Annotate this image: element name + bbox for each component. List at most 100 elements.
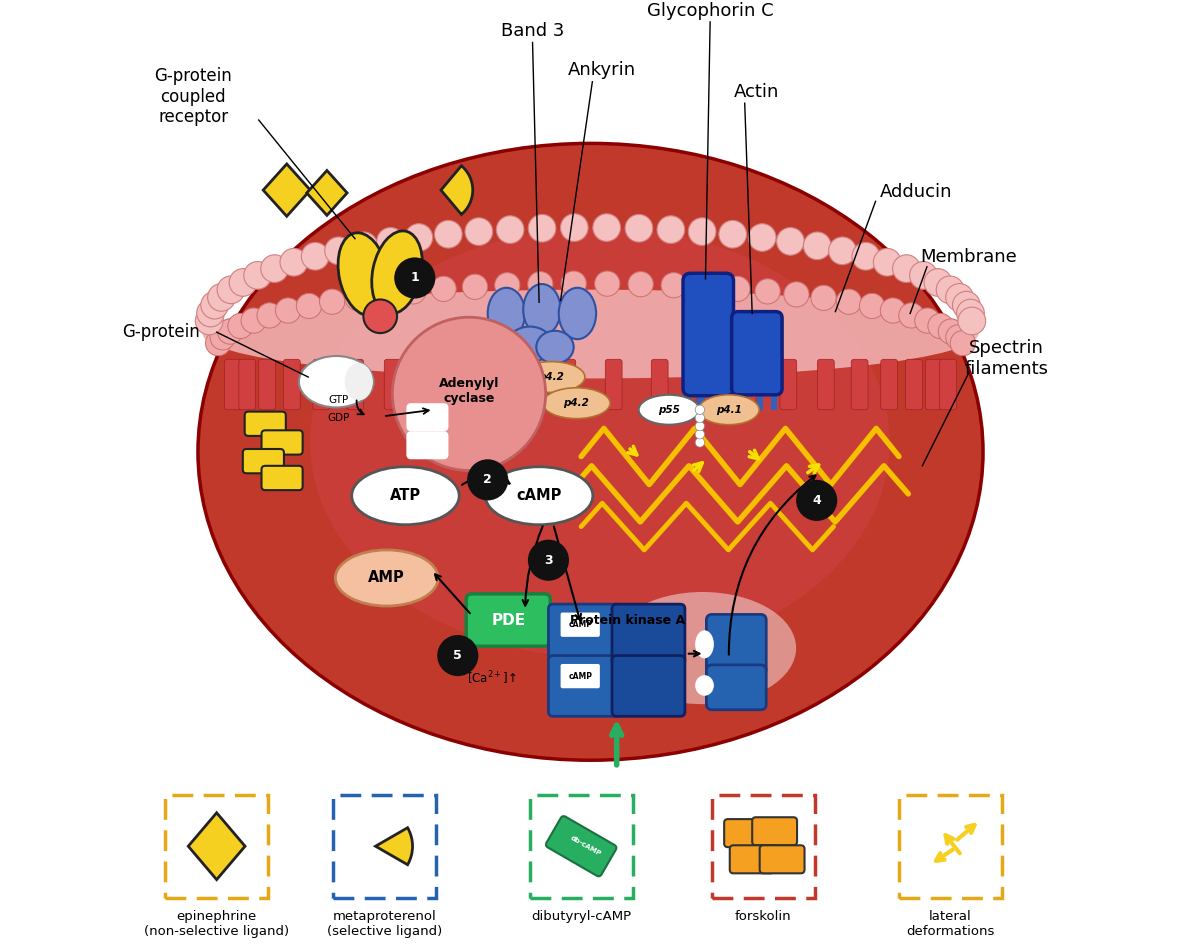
FancyBboxPatch shape — [612, 655, 685, 716]
Ellipse shape — [559, 288, 596, 339]
Circle shape — [657, 216, 685, 244]
Circle shape — [345, 285, 370, 311]
Circle shape — [528, 272, 553, 296]
Circle shape — [755, 278, 781, 304]
FancyBboxPatch shape — [468, 360, 485, 410]
Text: Ankyrin: Ankyrin — [568, 61, 635, 79]
FancyBboxPatch shape — [513, 360, 530, 410]
Ellipse shape — [311, 228, 889, 657]
FancyBboxPatch shape — [239, 360, 255, 410]
FancyBboxPatch shape — [881, 360, 898, 410]
Circle shape — [372, 281, 397, 307]
Circle shape — [696, 413, 705, 423]
FancyBboxPatch shape — [731, 312, 782, 395]
FancyBboxPatch shape — [559, 360, 575, 410]
FancyBboxPatch shape — [852, 360, 868, 410]
Text: Spectrin
filaments: Spectrin filaments — [965, 339, 1049, 378]
Text: GTP: GTP — [328, 396, 348, 405]
Ellipse shape — [198, 143, 983, 760]
Circle shape — [431, 277, 456, 301]
FancyBboxPatch shape — [651, 360, 668, 410]
Text: 3: 3 — [544, 554, 553, 566]
Text: cAMP: cAMP — [568, 620, 592, 630]
Circle shape — [528, 214, 556, 242]
Circle shape — [749, 224, 776, 251]
Text: epinephrine
(non-selective ligand): epinephrine (non-selective ligand) — [144, 910, 289, 937]
Circle shape — [465, 218, 492, 245]
Circle shape — [495, 273, 520, 297]
Ellipse shape — [338, 233, 389, 315]
Circle shape — [719, 220, 746, 248]
Circle shape — [325, 237, 352, 264]
Text: db-cAMP: db-cAMP — [569, 834, 602, 857]
Circle shape — [946, 325, 971, 350]
FancyBboxPatch shape — [561, 664, 600, 688]
Ellipse shape — [543, 388, 611, 418]
Circle shape — [468, 460, 508, 500]
Circle shape — [350, 232, 378, 260]
Circle shape — [938, 319, 964, 345]
FancyBboxPatch shape — [683, 274, 733, 396]
Ellipse shape — [299, 356, 373, 408]
Circle shape — [696, 405, 705, 414]
Polygon shape — [188, 813, 244, 880]
FancyBboxPatch shape — [612, 604, 685, 665]
Bar — [165, 795, 268, 898]
Circle shape — [661, 273, 686, 297]
Bar — [697, 380, 705, 407]
Text: metaproterenol
(selective ligand): metaproterenol (selective ligand) — [327, 910, 443, 937]
Circle shape — [893, 255, 920, 282]
Wedge shape — [441, 166, 472, 214]
Text: Membrane: Membrane — [921, 248, 1017, 266]
Circle shape — [208, 283, 235, 312]
Ellipse shape — [203, 290, 978, 379]
FancyBboxPatch shape — [406, 431, 449, 460]
Ellipse shape — [609, 592, 796, 704]
Circle shape — [784, 281, 809, 307]
FancyBboxPatch shape — [283, 360, 300, 410]
FancyBboxPatch shape — [696, 360, 713, 410]
Circle shape — [364, 299, 397, 333]
Ellipse shape — [698, 395, 759, 425]
Circle shape — [803, 232, 831, 260]
Bar — [712, 380, 719, 407]
Circle shape — [320, 289, 345, 314]
FancyBboxPatch shape — [724, 819, 769, 847]
Text: Adenylyl
cyclase: Adenylyl cyclase — [439, 377, 500, 405]
Circle shape — [377, 228, 404, 255]
FancyBboxPatch shape — [940, 360, 957, 410]
Polygon shape — [263, 164, 311, 216]
Text: ATP: ATP — [390, 488, 420, 503]
Ellipse shape — [696, 631, 713, 658]
Circle shape — [595, 271, 620, 296]
Text: Adducin: Adducin — [880, 183, 952, 201]
Circle shape — [392, 317, 546, 470]
Text: [Ca$^{2+}$]↑: [Ca$^{2+}$]↑ — [468, 669, 517, 686]
Circle shape — [628, 272, 653, 296]
FancyBboxPatch shape — [261, 430, 302, 455]
Polygon shape — [307, 171, 347, 215]
Text: cAMP: cAMP — [516, 488, 562, 503]
Bar — [771, 383, 777, 410]
Circle shape — [462, 274, 488, 299]
Ellipse shape — [372, 231, 423, 313]
Circle shape — [257, 303, 282, 329]
Circle shape — [625, 214, 653, 242]
Circle shape — [953, 292, 980, 319]
FancyBboxPatch shape — [406, 403, 449, 431]
Text: cAMP: cAMP — [568, 671, 592, 681]
Text: p55: p55 — [658, 405, 680, 414]
Text: Protein kinase A: Protein kinase A — [570, 614, 685, 627]
FancyBboxPatch shape — [739, 360, 756, 410]
Circle shape — [561, 271, 586, 296]
Circle shape — [394, 258, 436, 298]
Circle shape — [241, 308, 266, 333]
Circle shape — [937, 276, 964, 304]
FancyBboxPatch shape — [243, 449, 283, 473]
FancyBboxPatch shape — [759, 845, 804, 873]
FancyBboxPatch shape — [548, 604, 621, 665]
Bar — [743, 383, 750, 410]
Circle shape — [957, 299, 984, 327]
Ellipse shape — [508, 327, 553, 362]
FancyBboxPatch shape — [244, 412, 286, 436]
